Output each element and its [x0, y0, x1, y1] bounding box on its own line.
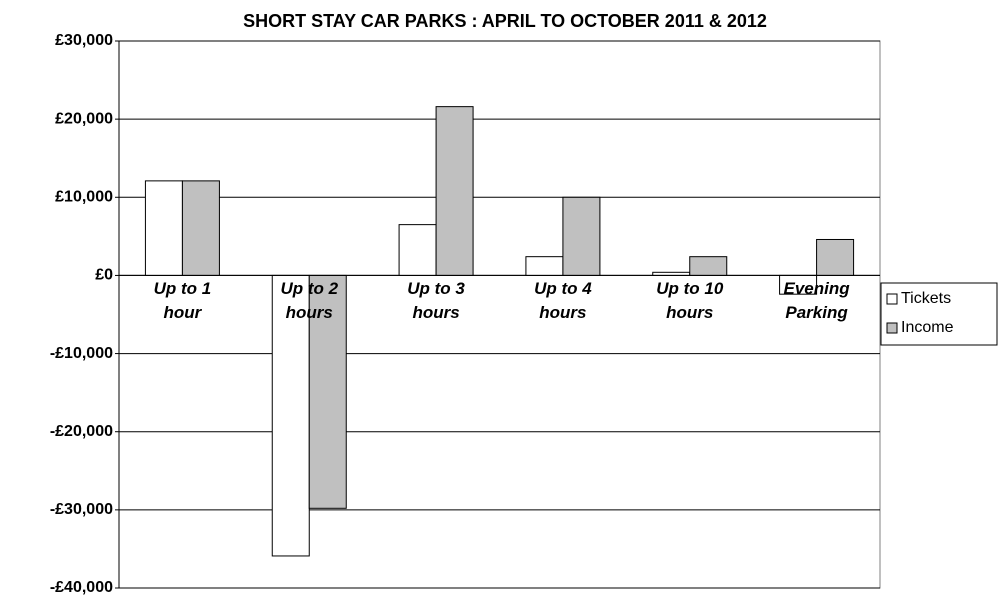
x-tick-label: Up to 10 hours	[656, 279, 724, 323]
y-tick-label: -£10,000	[50, 345, 113, 362]
bar	[308, 274, 347, 509]
legend-box	[880, 282, 998, 346]
bar	[435, 106, 474, 276]
x-tick-label: Up to 3 hours	[407, 279, 465, 323]
y-tick-label: £0	[95, 267, 113, 284]
bar	[816, 238, 855, 276]
y-tick-label: -£20,000	[50, 423, 113, 440]
bar	[562, 196, 601, 276]
bar	[525, 256, 564, 276]
x-tick-label: Up to 1 hour	[153, 279, 212, 323]
x-tick-label: Evening Parking	[783, 279, 850, 323]
bar	[398, 224, 437, 276]
x-tick-label: Up to 2 hours	[280, 279, 339, 323]
bar	[181, 180, 220, 276]
legend-swatch	[886, 293, 898, 305]
legend-label: Income	[901, 319, 954, 336]
bar	[144, 180, 183, 276]
x-tick-label: Up to 4 hours	[534, 279, 592, 323]
y-tick-label: £10,000	[55, 189, 113, 206]
y-tick-label: -£40,000	[50, 579, 113, 596]
y-tick-label: £30,000	[55, 32, 113, 49]
y-tick-label: -£30,000	[50, 501, 113, 518]
bar	[689, 256, 728, 276]
legend-label: Tickets	[901, 290, 951, 307]
y-tick-label: £20,000	[55, 110, 113, 127]
chart-title: SHORT STAY CAR PARKS : APRIL TO OCTOBER …	[243, 11, 767, 31]
plot-area	[118, 40, 881, 589]
legend-swatch	[886, 322, 898, 334]
bar	[271, 274, 310, 557]
